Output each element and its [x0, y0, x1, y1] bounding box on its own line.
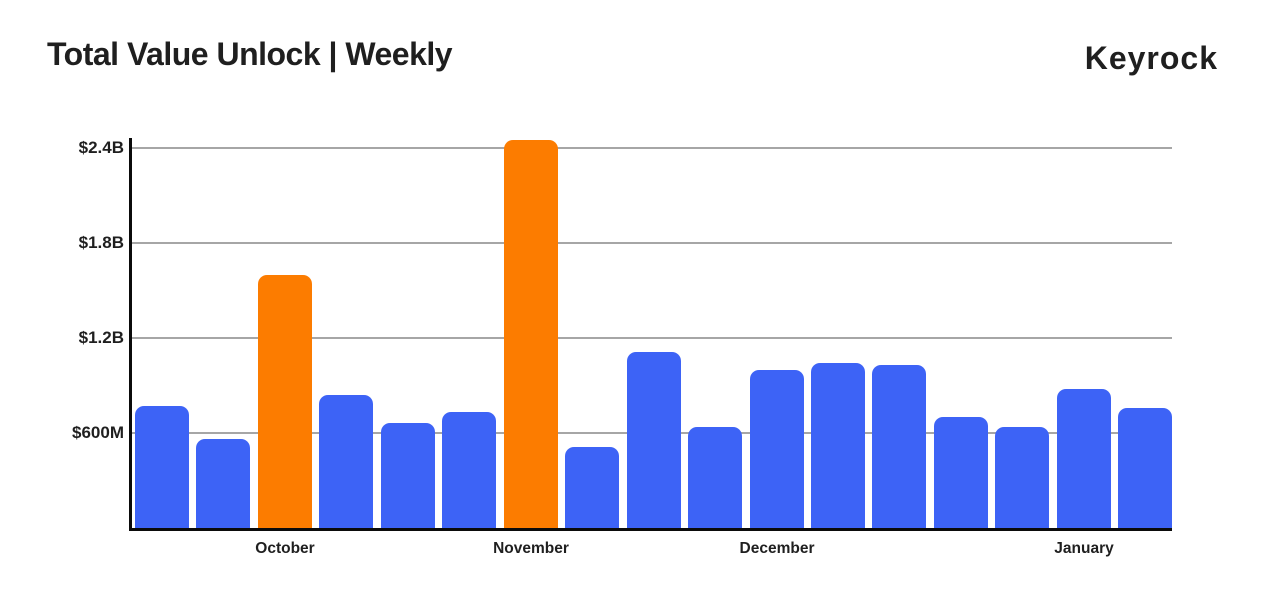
bar — [688, 427, 742, 528]
bar — [872, 365, 926, 528]
bar — [995, 427, 1049, 528]
y-axis-tick-label: $1.8B — [78, 233, 124, 252]
keyrock-logo: Keyrock — [1084, 40, 1218, 76]
bar — [442, 412, 496, 528]
x-axis-line — [129, 528, 1172, 531]
bar — [565, 447, 619, 528]
bar — [1057, 389, 1111, 528]
x-axis-month-label: October — [255, 540, 315, 557]
bar — [258, 275, 312, 528]
bar — [1118, 408, 1172, 528]
y-axis-tick-label: $1.2B — [78, 328, 124, 347]
gridline — [132, 242, 1172, 244]
y-axis-line — [129, 138, 132, 531]
bar — [135, 406, 189, 528]
x-axis-month-label: December — [739, 540, 815, 557]
bar — [504, 140, 558, 528]
gridline — [132, 337, 1172, 339]
x-axis-month-label: November — [493, 540, 569, 557]
y-axis-tick-label: $2.4B — [78, 138, 124, 157]
chart-title: Total Value Unlock | Weekly — [47, 36, 453, 72]
bar — [319, 395, 373, 528]
bar — [934, 417, 988, 528]
x-axis-month-label: January — [1054, 540, 1114, 557]
gridline — [132, 147, 1172, 149]
bar — [196, 439, 250, 528]
y-axis-tick-label: $600M — [72, 423, 124, 442]
bar — [811, 363, 865, 528]
bar — [381, 423, 435, 528]
bar — [750, 370, 804, 528]
bar — [627, 352, 681, 528]
